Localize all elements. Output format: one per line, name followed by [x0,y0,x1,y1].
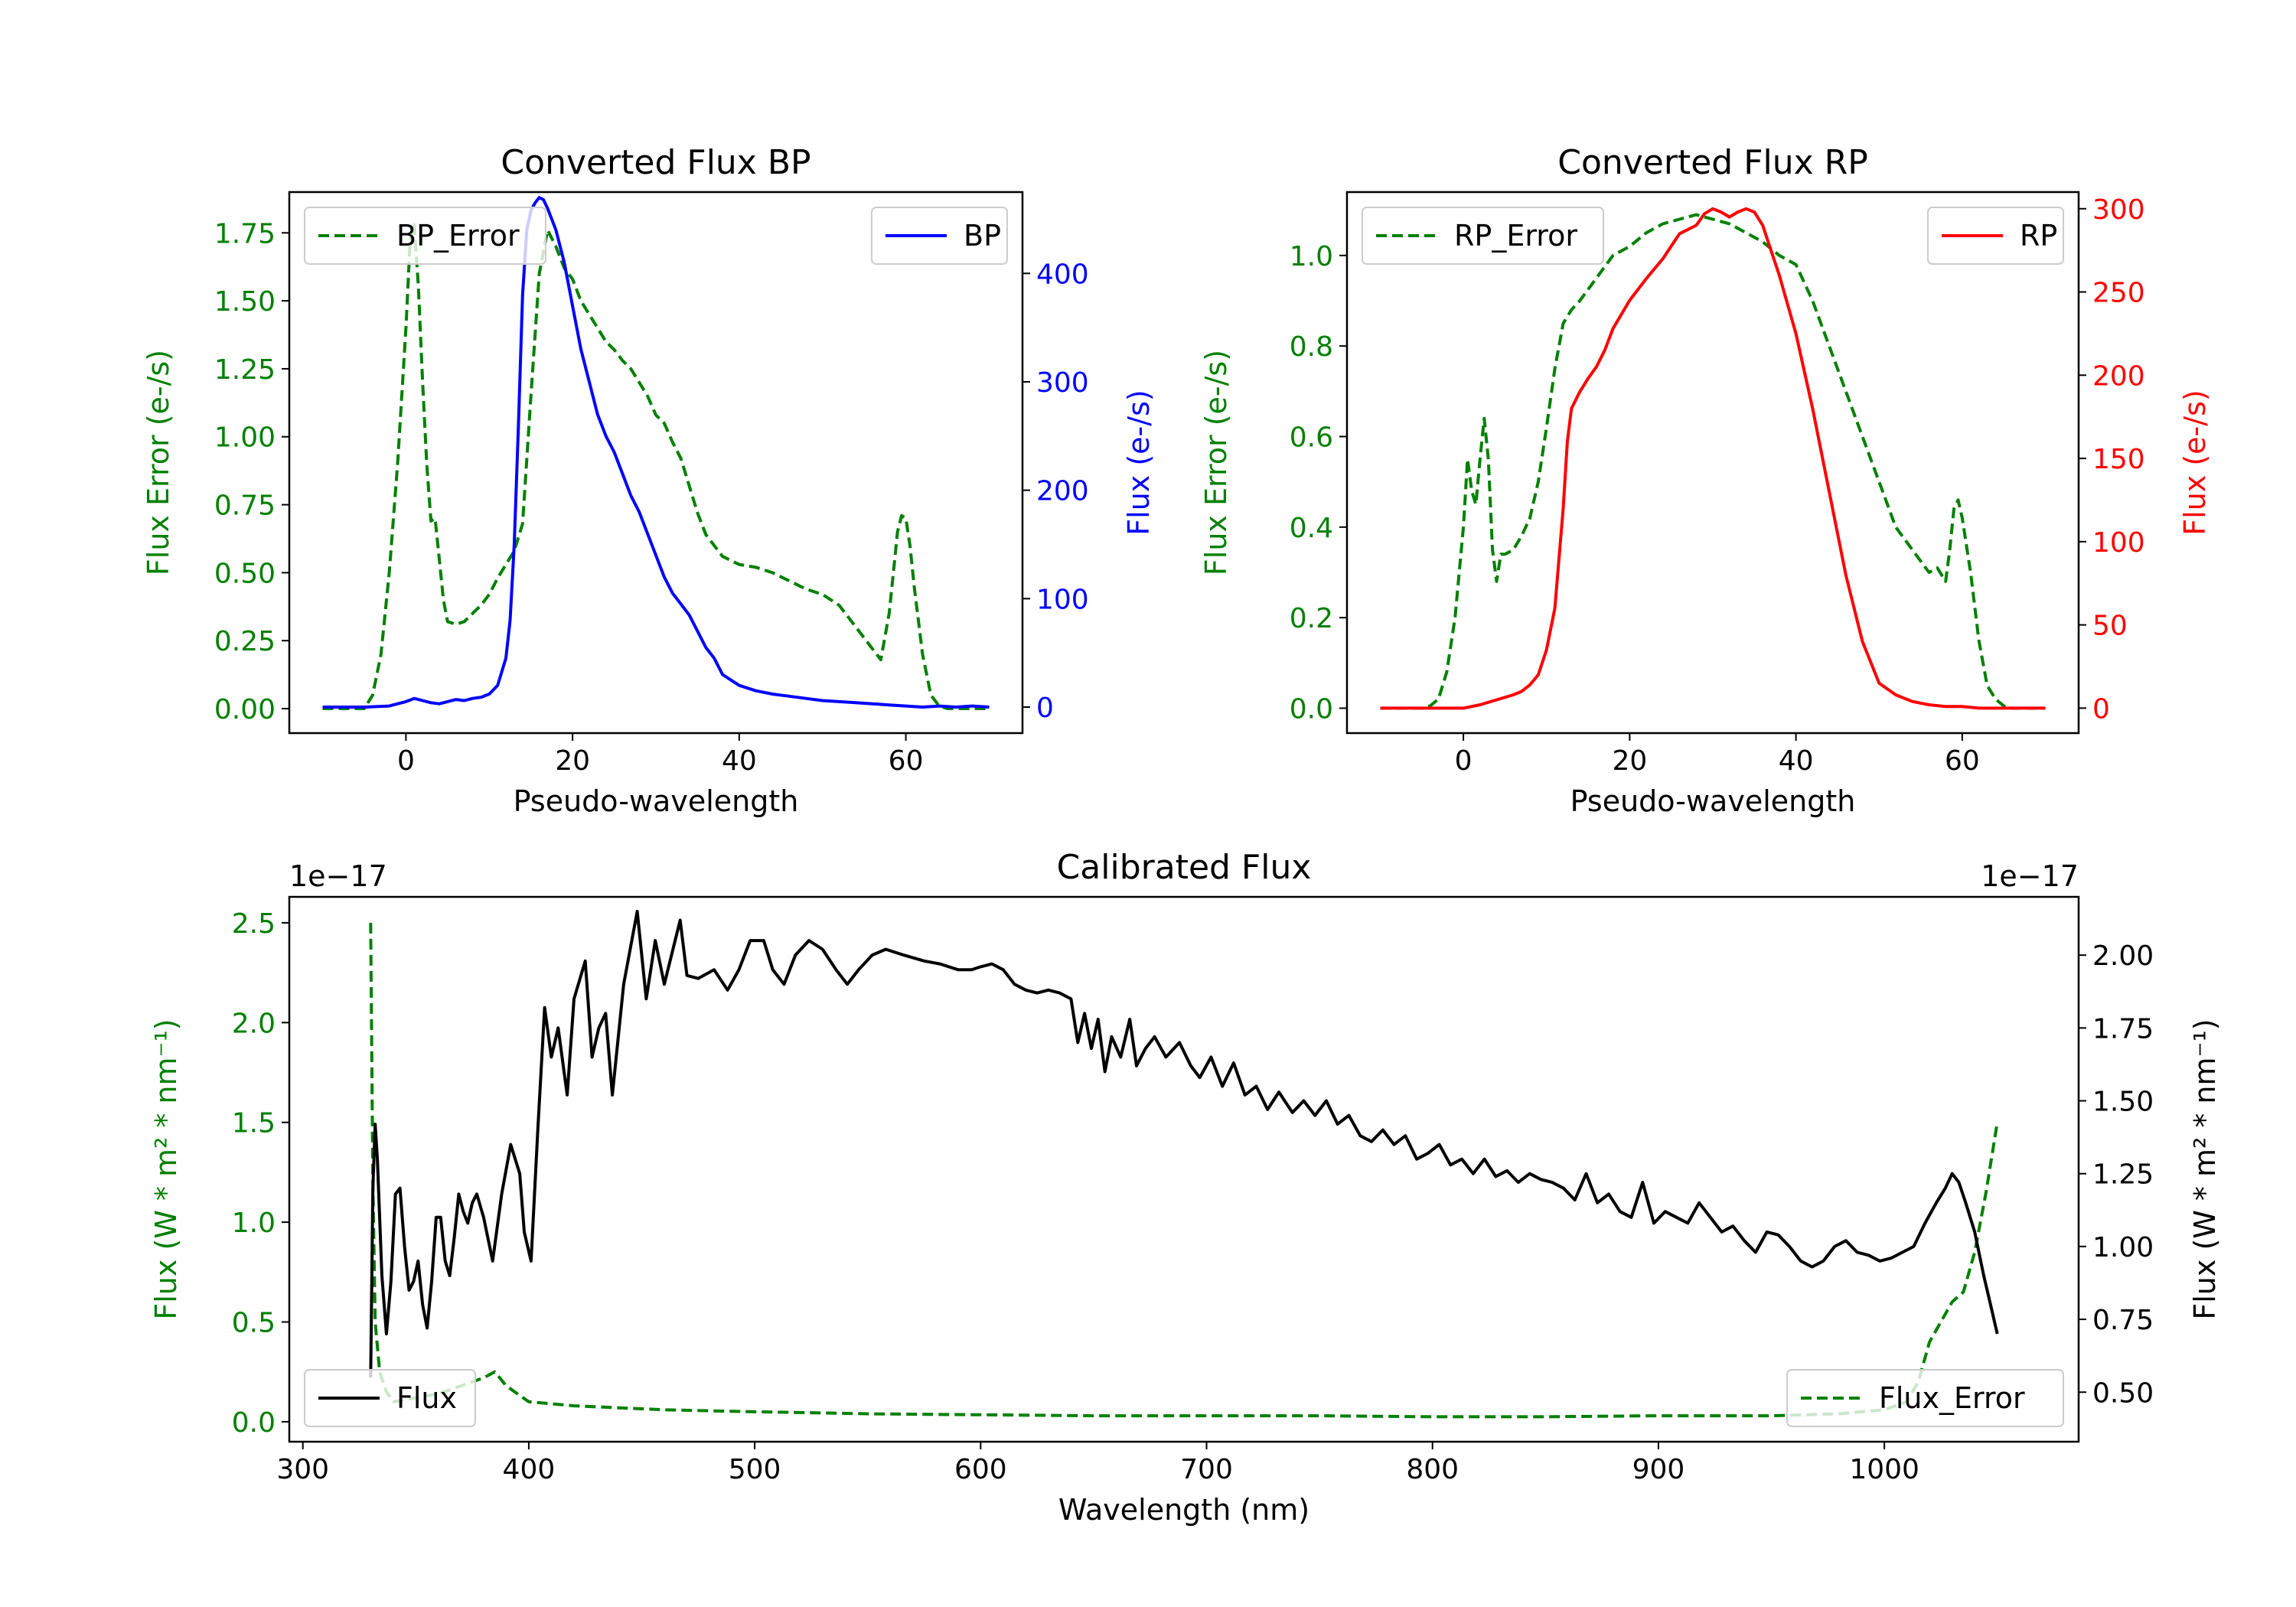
legend-label: Flux_Error [1879,1381,2025,1415]
series-line-bp-error [322,223,990,710]
chart-rp: 0 20 40 60 0.0 0.2 0.4 0.6 0.8 1.0 0 50 100 150 200 250… [1199,143,2212,818]
legend-box [304,1369,476,1427]
y-right-tick-label: 0.75 [2092,1305,2154,1336]
y-right-tick-label: 300 [2092,194,2145,226]
y-left-tick-label: 1.5 [232,1108,276,1139]
y-right-axis-label: Flux (e-/s) [1122,390,1156,535]
x-tick-label: 60 [889,745,924,777]
legend-bp: BP [871,207,1008,265]
y-left-tick-label: 2.5 [232,908,276,940]
y-left-tick-label: 0.50 [214,558,276,589]
y-left-tick-label: 2.0 [232,1008,276,1039]
x-tick-label: 600 [954,1454,1007,1485]
axes-frame [288,895,2080,1443]
y-right-tick-label: 0 [2092,693,2110,725]
y-right-tick-label: 2.00 [2092,940,2154,972]
y-right-tick-label: 300 [1036,367,1089,399]
y-left-tick-label: 0.0 [232,1407,276,1439]
y-left-tick-label: 0.75 [214,491,276,522]
offset-left-label: 1e−17 [289,859,387,893]
y-right-tick-label: 250 [2092,278,2145,309]
x-axis-label: Pseudo-wavelength [514,784,799,818]
y-left-tick-label: 0.6 [1290,422,1333,453]
y-left-tick-label: 0.00 [214,694,276,725]
x-tick-label: 20 [1612,745,1647,777]
legend-box [1786,1369,2064,1427]
y-right-tick-label: 0 [1036,693,1054,724]
legend-label: BP_Error [396,219,520,253]
chart-title: Converted Flux RP [1557,143,1868,182]
y-left-tick-label: 0.0 [1290,693,1333,725]
legend-rp-error: RP_Error [1362,207,1604,265]
y-right-tick-label: 100 [1036,584,1089,615]
x-tick-label: 700 [1180,1454,1233,1485]
y-left-tick-label: 0.8 [1290,331,1333,363]
x-tick-label: 800 [1406,1454,1459,1485]
legend-label: RP [2020,219,2057,253]
legend-box [304,207,546,265]
legend-rp: RP [1927,207,2064,265]
legend-flux: Flux [304,1369,476,1427]
y-right-tick-label: 150 [2092,444,2145,475]
y-left-axis-label: Flux Error (e-/s) [1199,350,1233,575]
x-tick-label: 60 [1945,745,1980,777]
x-axis-label: Pseudo-wavelength [1570,784,1856,818]
chart-calibrated: 300 400 500 600 700 800 900 1000 0.0 0.5 1.0 1.5 2.0… [149,848,2222,1527]
y-right-tick-label: 0.50 [2092,1377,2154,1409]
series-line-flux-error [369,922,1999,1419]
y-right-tick-label: 400 [1036,259,1089,290]
y-left-tick-label: 0.2 [1290,603,1333,634]
legend-box [1362,207,1604,265]
series-line-flux [369,910,1999,1378]
y-right-tick-label: 50 [2092,611,2128,642]
x-tick-label: 20 [555,745,590,777]
legend-label: BP [964,219,1001,253]
y-right-tick-label: 200 [1036,476,1089,507]
y-left-tick-label: 1.0 [232,1208,276,1239]
x-tick-label: 40 [722,745,757,777]
y-left-tick-label: 1.75 [214,218,276,249]
chart-title: Calibrated Flux [1057,848,1312,887]
x-tick-label: 40 [1779,745,1814,777]
y-left-tick-label: 1.0 [1290,241,1333,272]
y-right-tick-label: 1.25 [2092,1159,2154,1191]
y-left-axis-label: Flux (W * m² * nm⁻¹) [149,1019,183,1319]
y-right-tick-label: 1.50 [2092,1087,2154,1118]
y-left-tick-label: 1.25 [214,354,276,386]
series-line-bp [322,196,990,709]
legend-flux-error: Flux_Error [1786,1369,2064,1427]
y-left-tick-label: 0.25 [214,626,276,657]
y-right-axis-label: Flux (W * m² * nm⁻¹) [2188,1019,2222,1319]
x-tick-label: 900 [1632,1454,1685,1485]
y-right-axis-label: Flux (e-/s) [2178,390,2212,535]
axes-frame [288,191,1024,735]
y-left-axis-label: Flux Error (e-/s) [142,350,175,575]
chart-bp: 0 20 40 60 0.00 0.25 0.50 0.75 1.00 1.25 1.50 1.75 0… [142,143,1156,818]
offset-right-label: 1e−17 [1981,859,2079,893]
x-axis-label: Wavelength (nm) [1058,1493,1309,1527]
y-left-tick-label: 0.4 [1290,513,1333,544]
axes-frame [1345,191,2080,735]
y-right-tick-label: 1.00 [2092,1232,2154,1263]
y-right-tick-label: 1.75 [2092,1013,2154,1045]
x-tick-label: 400 [503,1454,556,1485]
y-left-tick-label: 0.5 [232,1308,276,1339]
y-left-tick-label: 1.00 [214,422,276,454]
legend-label: RP_Error [1454,219,1577,253]
x-tick-label: 0 [1455,745,1473,777]
y-right-tick-label: 100 [2092,527,2145,559]
x-tick-label: 0 [397,745,415,777]
y-right-tick-label: 200 [2092,360,2145,392]
x-tick-label: 1000 [1849,1454,1919,1485]
legend-bp-error: BP_Error [304,207,546,265]
x-tick-label: 500 [729,1454,781,1485]
series-line-rp-error [1380,213,2046,710]
x-tick-label: 300 [276,1454,329,1485]
legend-label: Flux [396,1381,457,1415]
y-left-tick-label: 1.50 [214,286,276,318]
series-line-rp [1380,207,2046,710]
chart-title: Converted Flux BP [501,143,810,182]
